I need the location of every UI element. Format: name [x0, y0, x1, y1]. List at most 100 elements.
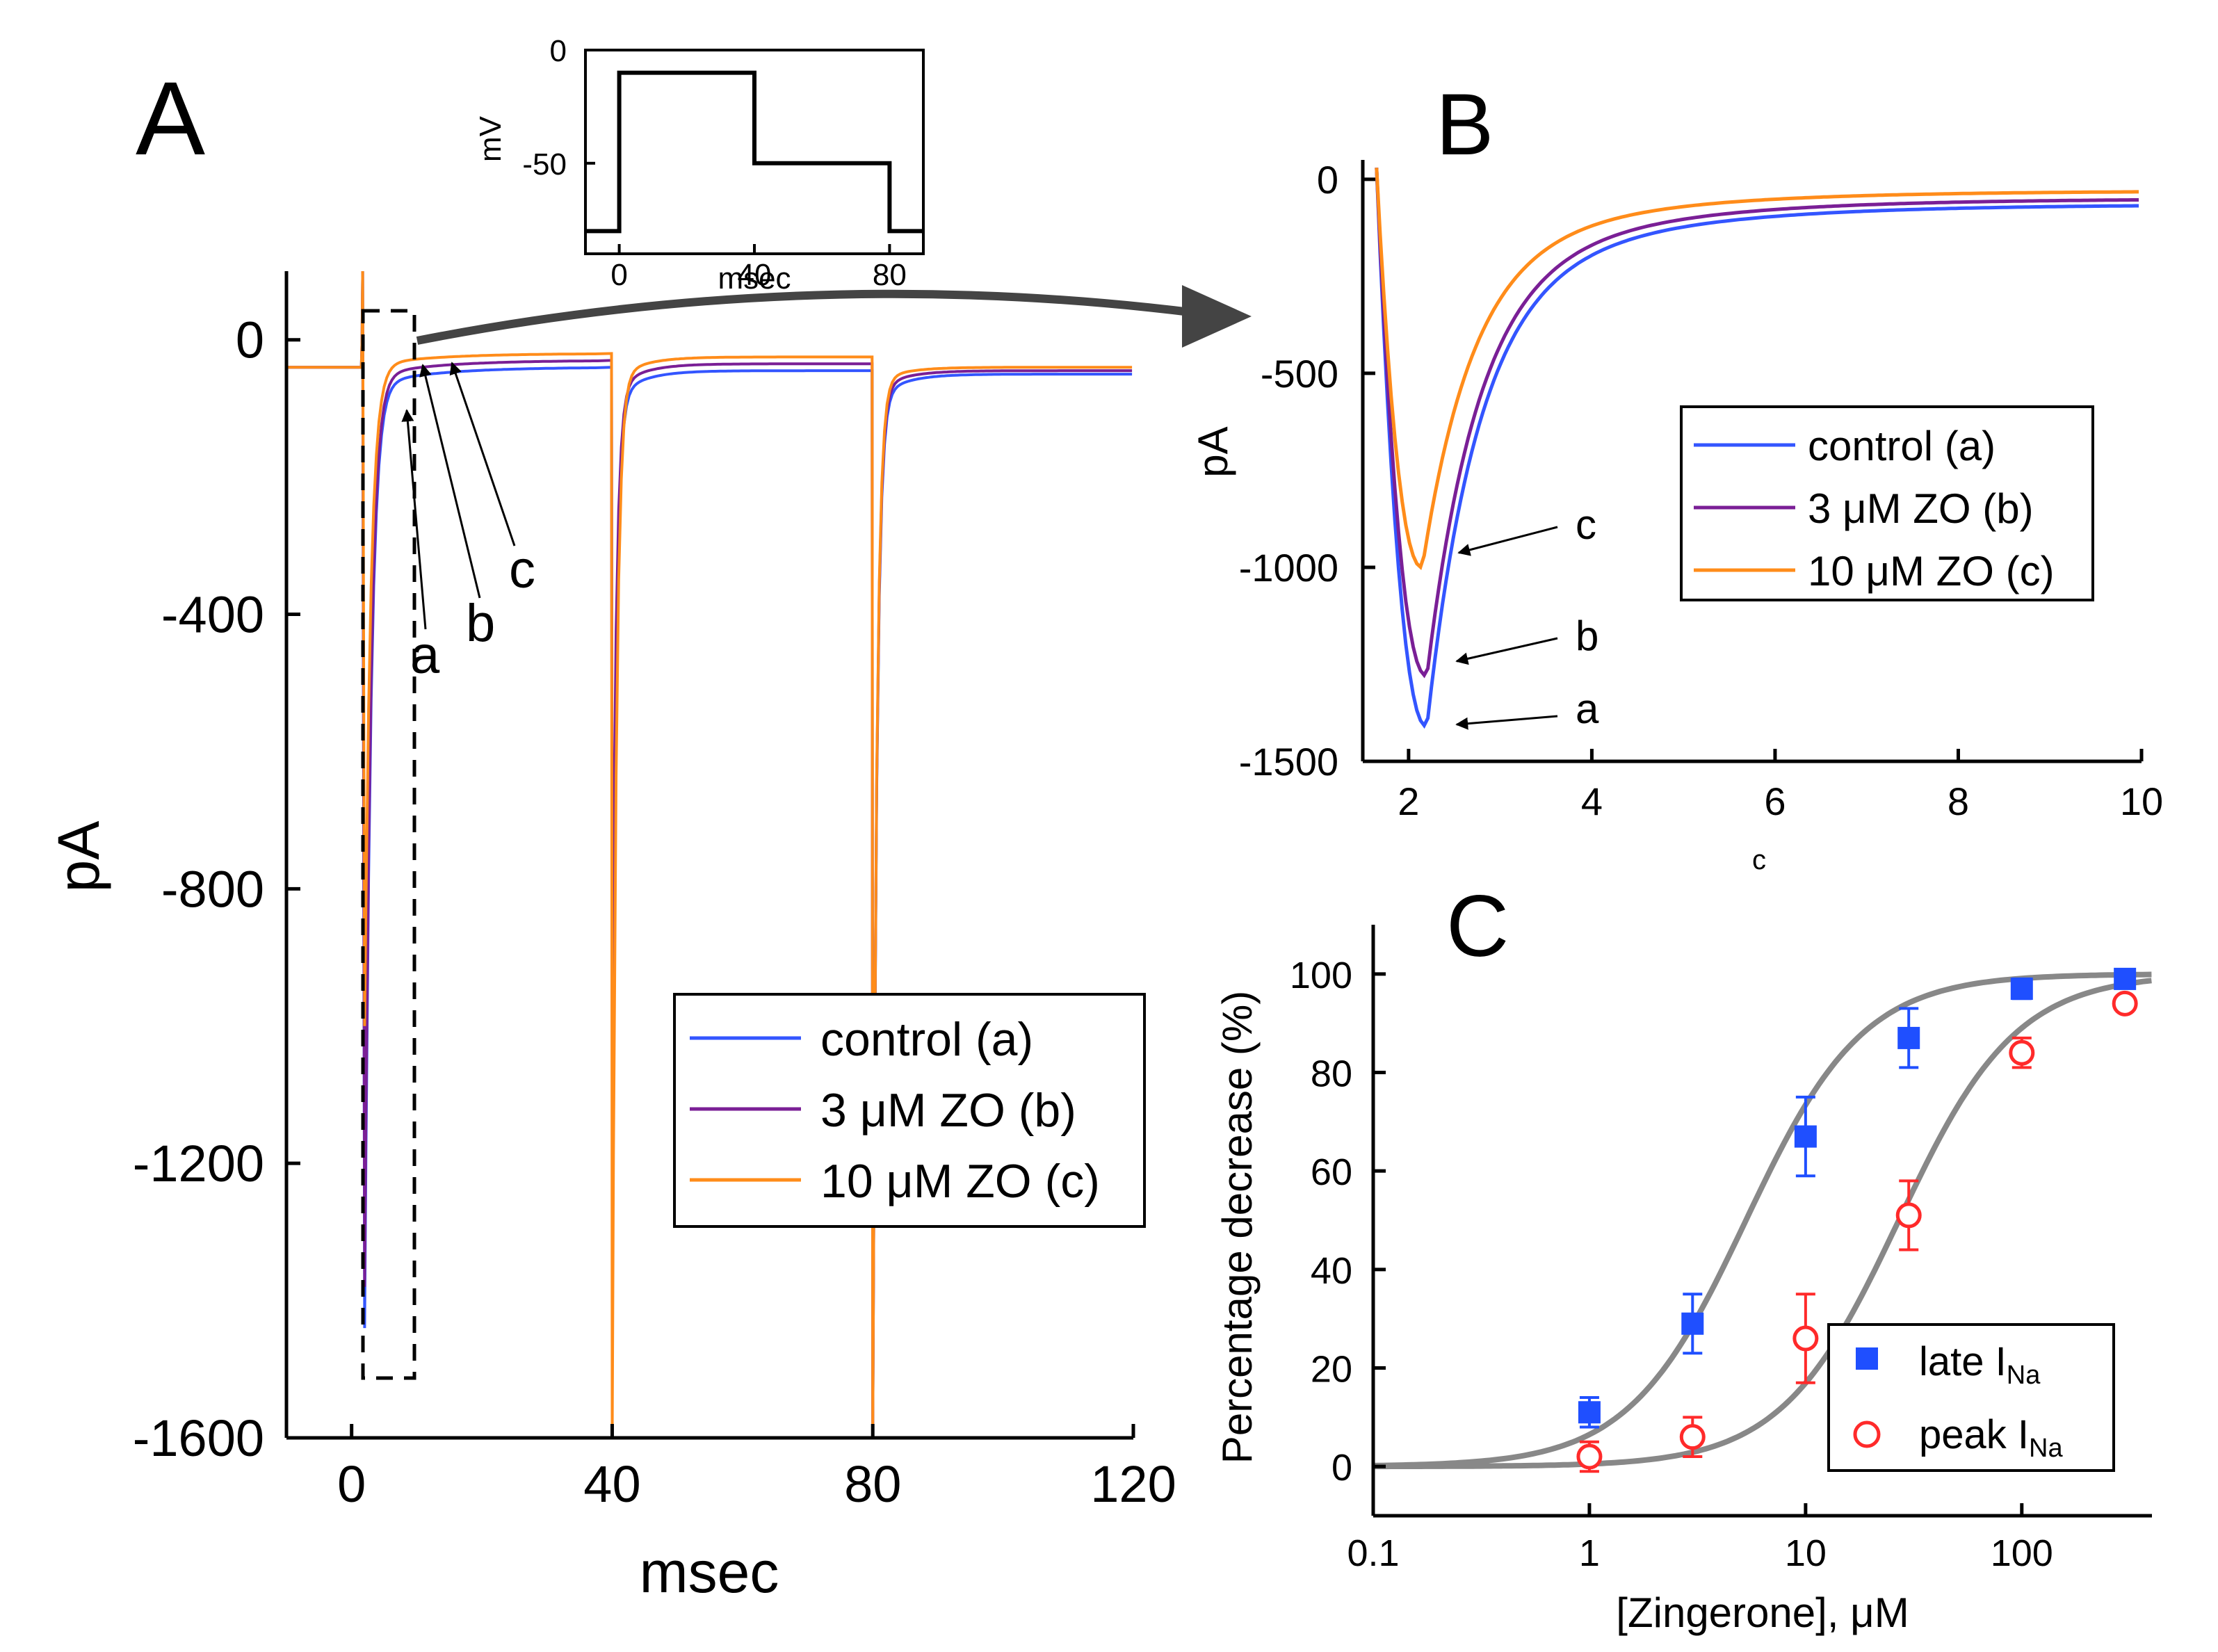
b-xtick-label-3: 8	[1948, 779, 1969, 823]
zoom-arrow	[416, 289, 1197, 345]
panel-b: 0 -500 -1000 -1500 2 4 6 8 10 c pA c b a contro…	[1190, 158, 2163, 875]
a-xtick-label-1: 40	[583, 1455, 640, 1513]
c-ytick-label-3: 60	[1311, 1151, 1352, 1193]
c-ytick-label-0: 0	[1331, 1447, 1352, 1489]
annotation-a-arrow	[401, 409, 427, 630]
c-ytick-label-1: 20	[1311, 1349, 1352, 1391]
c-point-late-2	[1794, 1125, 1817, 1148]
a-xtick-label-0: 0	[337, 1455, 366, 1513]
legend-label-control: control (a)	[820, 1013, 1033, 1066]
b-ytick-label-0: 0	[1317, 158, 1338, 202]
inset-x-label: msec	[718, 261, 791, 295]
panel-b-traces	[1375, 168, 2139, 729]
b-annotation-c: c	[1576, 501, 1596, 548]
b-ytick-label-1: -500	[1261, 352, 1338, 396]
trace-b-2	[1375, 168, 2139, 570]
annotation-a: a	[410, 626, 440, 685]
panel-b-legend-box	[1680, 405, 2094, 601]
c-point-late-3	[1897, 1026, 1920, 1049]
panel-a-axes: 0 -400 -800 -1200 -1600 0 40 80 120 msec pA	[46, 271, 1176, 1605]
c-point-peak-5	[2112, 990, 2138, 1017]
b-annotation-c-arrow	[1457, 526, 1558, 556]
a-ytick-label-0: 0	[236, 311, 264, 369]
panel-c-legend: late INa peak INa	[1827, 1323, 2115, 1472]
c-point-peak-2	[1792, 1325, 1819, 1352]
panel-b-legend: control (a) 3 μM ZO (b) 10 μM ZO (c)	[1680, 405, 2094, 601]
b-ytick-label-3: -1500	[1239, 740, 1338, 784]
b-legend-label-control: control (a)	[1808, 423, 1996, 469]
annotation-b: b	[466, 594, 495, 653]
c-xtick-label-2: 10	[1785, 1532, 1827, 1574]
inset-xtick-label-2: 80	[873, 258, 907, 292]
panel-a: 0 -400 -800 -1200 -1600 0 40 80 120 msec pA a b…	[46, 270, 1252, 1605]
c-point-peak-4	[2009, 1039, 2035, 1066]
panel-c-x-ticks: 0.1 1 10 100	[1347, 1503, 2053, 1574]
inset-ytick-label-0: 0	[550, 34, 567, 68]
c-legend-peak-marker	[1853, 1420, 1881, 1448]
panel-b-x-label: c	[1752, 845, 1766, 875]
trace-a-2	[286, 270, 1133, 1439]
panel-c-x-label: [Zingerone], μM	[1616, 1589, 1909, 1636]
c-legend-late-label: late INa	[1919, 1339, 2041, 1390]
panel-a-legend: control (a) 3 μM ZO (b) 10 μM ZO (c)	[673, 993, 1146, 1228]
panel-a-y-label: pA	[46, 821, 111, 893]
a-ytick-label-2: -800	[161, 860, 264, 918]
b-annotation-b: b	[1576, 613, 1598, 659]
panel-c: 0 20 40 60 80 100 0.1 1 10 100 [Zingerone], μM P…	[1214, 925, 2152, 1636]
c-point-peak-0	[1576, 1443, 1603, 1470]
b-annotation-b-arrow	[1455, 637, 1558, 665]
trace-a-0	[286, 270, 1133, 1439]
panel-a-inset: 0 -50 0 40 80 msec mV	[473, 34, 925, 295]
c-xtick-label-0: 0.1	[1347, 1532, 1399, 1574]
c-ytick-label-4: 80	[1311, 1053, 1352, 1095]
panel-a-annotations: a b c	[401, 362, 535, 685]
c-point-late-1	[1681, 1312, 1704, 1335]
legend-label-10uM: 10 μM ZO (c)	[820, 1155, 1100, 1208]
inset-xtick-label-1: 40	[738, 258, 772, 292]
annotation-c-arrow	[449, 362, 516, 546]
b-xtick-label-4: 10	[2120, 779, 2163, 823]
a-xtick-label-2: 80	[844, 1455, 901, 1513]
panel-a-traces	[286, 270, 1133, 1439]
c-ytick-label-5: 100	[1290, 955, 1352, 996]
inset-y-label: mV	[473, 115, 508, 162]
b-xtick-label-0: 2	[1398, 779, 1419, 823]
panel-c-y-label: Percentage decrease (%)	[1214, 991, 1261, 1464]
c-point-late-4	[2010, 978, 2033, 1001]
panel-label-b: B	[1436, 76, 1493, 173]
c-ytick-label-2: 40	[1311, 1250, 1352, 1292]
c-xtick-label-1: 1	[1579, 1532, 1600, 1574]
b-xtick-label-2: 6	[1764, 779, 1786, 823]
c-point-late-0	[1578, 1401, 1601, 1424]
inset-xtick-label-0: 0	[610, 258, 627, 292]
b-legend-label-3uM: 3 μM ZO (b)	[1808, 485, 2034, 532]
annotation-c: c	[509, 540, 535, 599]
c-fit-curve-1	[1373, 978, 2152, 1470]
panel-a-x-ticks: 0 40 80 120	[337, 1424, 1176, 1513]
zoom-region-box	[361, 309, 416, 1380]
trace-a-1	[286, 270, 1133, 1439]
b-annotation-a: a	[1576, 686, 1599, 732]
c-legend-peak-label: peak INa	[1919, 1412, 2063, 1463]
panel-a-x-label: msec	[640, 1539, 779, 1605]
a-ytick-label-4: -1600	[133, 1409, 264, 1467]
c-point-late-5	[2114, 967, 2137, 990]
b-xtick-label-1: 4	[1581, 779, 1603, 823]
trace-b-0	[1375, 168, 2139, 729]
a-ytick-label-1: -400	[161, 586, 264, 644]
panel-b-annotations: c b a	[1455, 501, 1599, 732]
panel-c-plot	[1373, 967, 2152, 1473]
inset-x-ticks: 0 40 80	[610, 244, 907, 292]
panel-a-y-ticks: 0 -400 -800 -1200 -1600	[133, 311, 300, 1467]
c-point-peak-3	[1895, 1202, 1922, 1229]
inset-voltage-trace	[585, 70, 923, 234]
c-legend-late-marker	[1856, 1347, 1878, 1370]
c-point-peak-1	[1679, 1424, 1706, 1450]
panel-c-y-ticks: 0 20 40 60 80 100	[1290, 955, 1386, 1489]
legend-label-3uM: 3 μM ZO (b)	[820, 1084, 1076, 1137]
panel-label-a: A	[136, 60, 205, 177]
annotation-b-arrow	[419, 364, 481, 599]
panel-b-y-label: pA	[1190, 426, 1236, 477]
panel-label-c: C	[1446, 878, 1509, 975]
